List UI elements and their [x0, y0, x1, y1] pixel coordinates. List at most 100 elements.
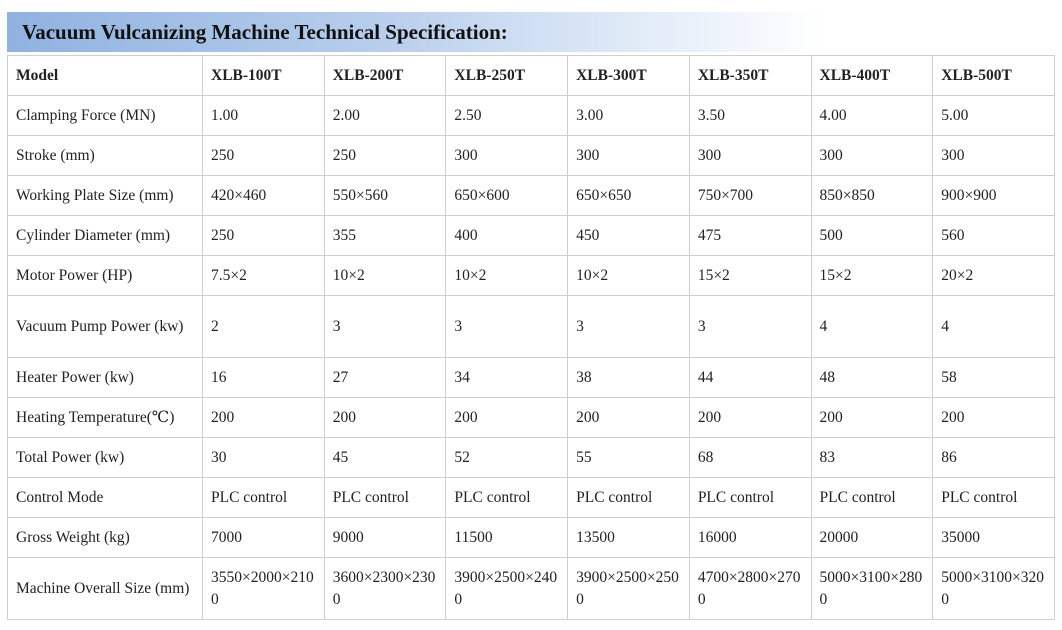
cell: 48 [810, 357, 934, 398]
cell: 20×2 [932, 255, 1055, 296]
table-row: Total Power (kw) 30 45 52 55 68 83 86 [7, 437, 1055, 478]
cell: 355 [323, 215, 447, 256]
cell: 250 [202, 215, 325, 256]
cell: 200 [688, 397, 812, 438]
table-row: Gross Weight (kg) 7000 9000 11500 13500 16000… [7, 517, 1055, 558]
row-label: Control Mode [7, 477, 203, 518]
cell: 2.50 [445, 95, 569, 136]
table-row: Vacuum Pump Power (kw) 2 3 3 3 3 4 4 [7, 295, 1055, 358]
cell: PLC control [932, 477, 1055, 518]
table-row: Heating Temperature(℃) 200 200 200 200 200 200… [7, 397, 1055, 438]
table-row: Motor Power (HP) 7.5×2 10×2 10×2 10×2 15×2 15×… [7, 255, 1055, 296]
cell: 58 [932, 357, 1055, 398]
cell: 35000 [932, 517, 1055, 558]
cell: 200 [810, 397, 934, 438]
cell: 3 [567, 295, 690, 358]
cell: 250 [202, 135, 325, 176]
cell: 4 [810, 295, 934, 358]
cell: 400 [445, 215, 569, 256]
cell: 16 [202, 357, 325, 398]
row-label: Motor Power (HP) [7, 255, 203, 296]
cell: 3 [323, 295, 447, 358]
cell: 3900×2500×2500 [567, 557, 690, 620]
cell: 3.00 [567, 95, 690, 136]
cell: 34 [445, 357, 569, 398]
table-row: Cylinder Diameter (mm) 250 355 400 450 475 500… [7, 215, 1055, 256]
cell: 10×2 [445, 255, 569, 296]
cell: 850×850 [810, 175, 934, 216]
cell: 4700×2800×2700 [688, 557, 812, 620]
cell: 15×2 [810, 255, 934, 296]
cell: 13500 [567, 517, 690, 558]
cell: 5000×3100×3200 [932, 557, 1055, 620]
table-row: Machine Overall Size (mm) 3550×2000×2100 3… [7, 557, 1055, 620]
row-label: Cylinder Diameter (mm) [7, 215, 203, 256]
cell: 900×900 [932, 175, 1055, 216]
table-row: Working Plate Size (mm) 420×460 550×560 650… [7, 175, 1055, 216]
cell: 1.00 [202, 95, 325, 136]
cell: 3550×2000×2100 [202, 557, 325, 620]
table-body: Clamping Force (MN) 1.00 2.00 2.50 3.00 3.50 4… [7, 95, 1055, 620]
row-label: Clamping Force (MN) [7, 95, 203, 136]
cell: PLC control [445, 477, 569, 518]
cell: 3.50 [688, 95, 812, 136]
table-row: Control Mode PLC control PLC control PLC co… [7, 477, 1055, 518]
cell: 300 [688, 135, 812, 176]
cell: 45 [323, 437, 447, 478]
cell: 475 [688, 215, 812, 256]
column-header: Model [7, 55, 203, 96]
cell: 55 [567, 437, 690, 478]
cell: 7.5×2 [202, 255, 325, 296]
cell: 3600×2300×2300 [323, 557, 447, 620]
cell: 5000×3100×2800 [810, 557, 934, 620]
cell: 650×650 [567, 175, 690, 216]
row-label: Working Plate Size (mm) [7, 175, 203, 216]
cell: 16000 [688, 517, 812, 558]
cell: 38 [567, 357, 690, 398]
cell: 86 [932, 437, 1055, 478]
cell: 650×600 [445, 175, 569, 216]
cell: 27 [323, 357, 447, 398]
header-row: Model XLB-100T XLB-200T XLB-250T XLB-300T XLB… [7, 55, 1055, 96]
cell: 300 [567, 135, 690, 176]
cell: 11500 [445, 517, 569, 558]
column-header: XLB-100T [202, 55, 325, 96]
cell: 68 [688, 437, 812, 478]
cell: 7000 [202, 517, 325, 558]
cell: 30 [202, 437, 325, 478]
cell: 10×2 [323, 255, 447, 296]
cell: 3900×2500×2400 [445, 557, 569, 620]
cell: 250 [323, 135, 447, 176]
cell: 44 [688, 357, 812, 398]
row-label: Total Power (kw) [7, 437, 203, 478]
cell: 15×2 [688, 255, 812, 296]
column-header: XLB-400T [810, 55, 934, 96]
cell: 20000 [810, 517, 934, 558]
cell: 300 [810, 135, 934, 176]
cell: 420×460 [202, 175, 325, 216]
table-row: Heater Power (kw) 16 27 34 38 44 48 58 [7, 357, 1055, 398]
table-row: Stroke (mm) 250 250 300 300 300 300 300 [7, 135, 1055, 176]
row-label: Vacuum Pump Power (kw) [7, 295, 203, 358]
cell: 52 [445, 437, 569, 478]
table-row: Clamping Force (MN) 1.00 2.00 2.50 3.00 3.50 4… [7, 95, 1055, 136]
cell: 10×2 [567, 255, 690, 296]
cell: 4 [932, 295, 1055, 358]
row-label: Stroke (mm) [7, 135, 203, 176]
spec-table: Model XLB-100T XLB-200T XLB-250T XLB-300T XLB… [7, 55, 1055, 620]
column-header: XLB-250T [445, 55, 569, 96]
cell: 200 [932, 397, 1055, 438]
cell: 9000 [323, 517, 447, 558]
row-label: Machine Overall Size (mm) [7, 557, 203, 620]
cell: 200 [445, 397, 569, 438]
title-bar: Vacuum Vulcanizing Machine Technical Spe… [7, 12, 1055, 52]
row-label: Heating Temperature(℃) [7, 397, 203, 438]
column-header: XLB-350T [688, 55, 812, 96]
cell: 750×700 [688, 175, 812, 216]
cell: 200 [323, 397, 447, 438]
cell: 550×560 [323, 175, 447, 216]
cell: 560 [932, 215, 1055, 256]
cell: 200 [567, 397, 690, 438]
cell: 2 [202, 295, 325, 358]
